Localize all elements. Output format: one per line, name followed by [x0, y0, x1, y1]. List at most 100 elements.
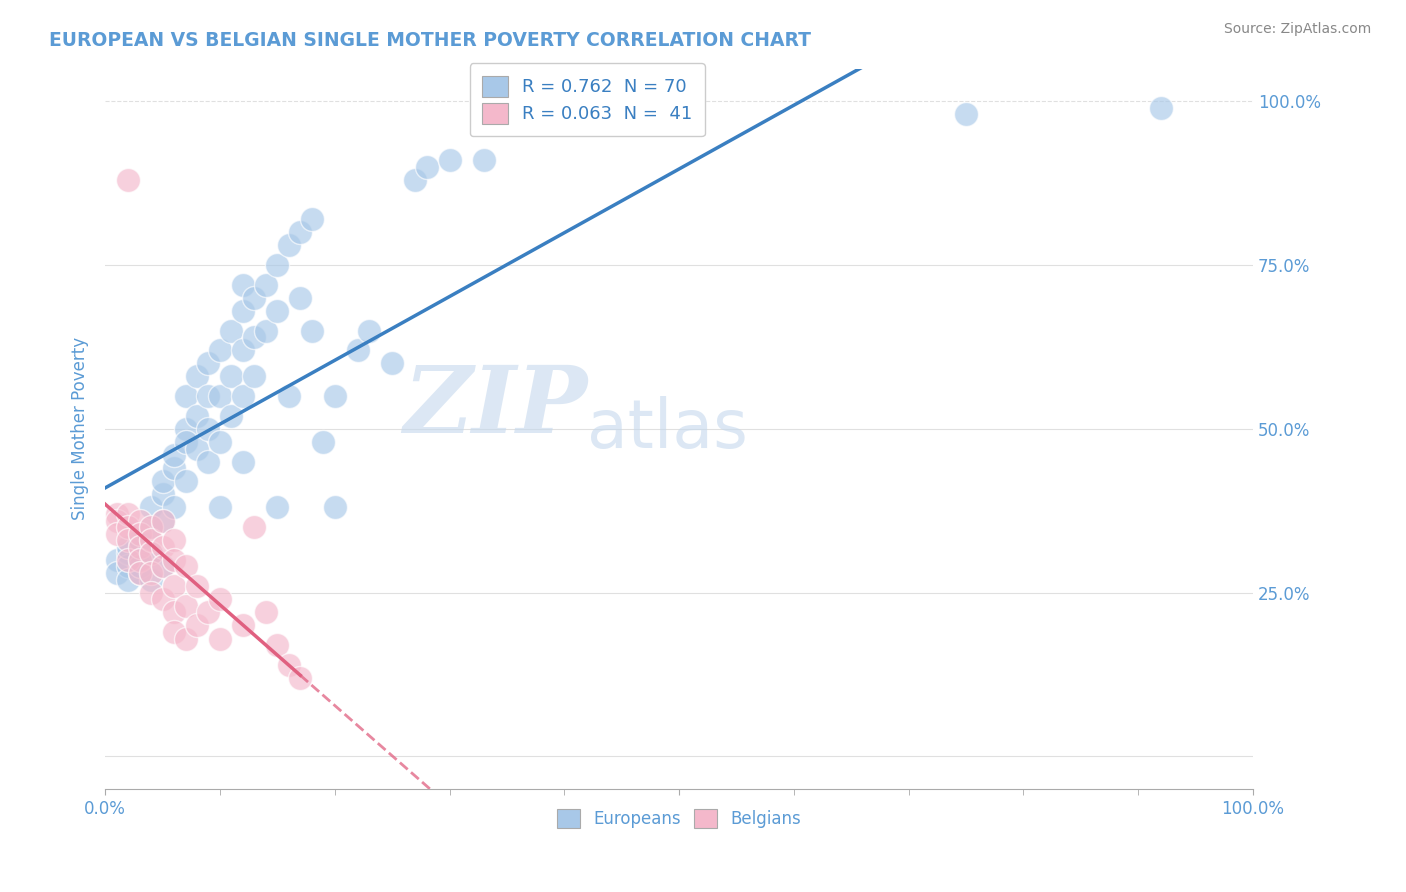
- Point: [105, 507, 128, 521]
- Point: [955, 107, 977, 121]
- Point: [152, 559, 174, 574]
- Point: [221, 409, 243, 423]
- Point: [277, 389, 299, 403]
- Point: [152, 487, 174, 501]
- Point: [163, 461, 186, 475]
- Point: [232, 304, 254, 318]
- Point: [105, 566, 128, 580]
- Point: [117, 533, 139, 548]
- Point: [243, 369, 266, 384]
- Point: [139, 500, 162, 515]
- Point: [139, 520, 162, 534]
- Point: [174, 434, 197, 449]
- Point: [208, 343, 231, 358]
- Point: [266, 500, 288, 515]
- Point: [163, 605, 186, 619]
- Point: [243, 520, 266, 534]
- Text: EUROPEAN VS BELGIAN SINGLE MOTHER POVERTY CORRELATION CHART: EUROPEAN VS BELGIAN SINGLE MOTHER POVERT…: [49, 31, 811, 50]
- Point: [186, 618, 208, 632]
- Point: [174, 599, 197, 613]
- Point: [105, 526, 128, 541]
- Point: [152, 514, 174, 528]
- Point: [243, 291, 266, 305]
- Point: [232, 618, 254, 632]
- Point: [208, 500, 231, 515]
- Point: [152, 559, 174, 574]
- Point: [254, 324, 277, 338]
- Point: [232, 277, 254, 292]
- Point: [174, 389, 197, 403]
- Point: [404, 173, 426, 187]
- Point: [415, 160, 437, 174]
- Legend: Europeans, Belgians: Europeans, Belgians: [550, 803, 808, 835]
- Point: [381, 356, 404, 370]
- Point: [208, 592, 231, 607]
- Point: [152, 514, 174, 528]
- Point: [197, 455, 219, 469]
- Point: [105, 514, 128, 528]
- Point: [186, 579, 208, 593]
- Point: [163, 448, 186, 462]
- Point: [290, 291, 312, 305]
- Point: [301, 324, 323, 338]
- Point: [221, 369, 243, 384]
- Y-axis label: Single Mother Poverty: Single Mother Poverty: [72, 337, 89, 520]
- Point: [197, 422, 219, 436]
- Point: [221, 324, 243, 338]
- Point: [105, 553, 128, 567]
- Point: [128, 553, 150, 567]
- Point: [254, 277, 277, 292]
- Point: [117, 546, 139, 560]
- Point: [232, 389, 254, 403]
- Point: [163, 533, 186, 548]
- Point: [232, 343, 254, 358]
- Point: [266, 638, 288, 652]
- Point: [472, 153, 495, 168]
- Point: [323, 500, 346, 515]
- Point: [117, 559, 139, 574]
- Point: [128, 566, 150, 580]
- Text: Source: ZipAtlas.com: Source: ZipAtlas.com: [1223, 22, 1371, 37]
- Point: [266, 304, 288, 318]
- Point: [117, 173, 139, 187]
- Point: [312, 434, 335, 449]
- Point: [163, 553, 186, 567]
- Point: [208, 389, 231, 403]
- Point: [277, 238, 299, 252]
- Point: [139, 585, 162, 599]
- Point: [186, 369, 208, 384]
- Point: [139, 566, 162, 580]
- Point: [128, 540, 150, 554]
- Point: [290, 671, 312, 685]
- Point: [290, 225, 312, 239]
- Point: [139, 520, 162, 534]
- Point: [186, 442, 208, 456]
- Point: [359, 324, 381, 338]
- Point: [128, 553, 150, 567]
- Point: [174, 422, 197, 436]
- Point: [139, 573, 162, 587]
- Point: [139, 533, 162, 548]
- Point: [232, 455, 254, 469]
- Point: [117, 540, 139, 554]
- Point: [139, 546, 162, 560]
- Point: [277, 657, 299, 672]
- Point: [152, 475, 174, 489]
- Point: [128, 533, 150, 548]
- Point: [174, 559, 197, 574]
- Point: [139, 546, 162, 560]
- Point: [266, 258, 288, 272]
- Point: [197, 605, 219, 619]
- Point: [254, 605, 277, 619]
- Point: [117, 520, 139, 534]
- Point: [439, 153, 461, 168]
- Point: [346, 343, 368, 358]
- Point: [174, 475, 197, 489]
- Point: [163, 624, 186, 639]
- Point: [1150, 101, 1173, 115]
- Point: [117, 573, 139, 587]
- Point: [243, 330, 266, 344]
- Point: [197, 356, 219, 370]
- Point: [128, 526, 150, 541]
- Text: atlas: atlas: [588, 396, 748, 462]
